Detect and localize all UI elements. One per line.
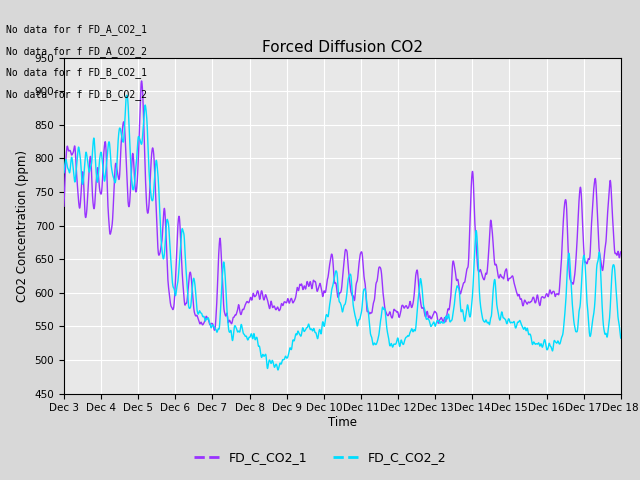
X-axis label: Time: Time bbox=[328, 416, 357, 429]
Text: No data for f FD_A_CO2_2: No data for f FD_A_CO2_2 bbox=[6, 46, 147, 57]
Y-axis label: CO2 Concentration (ppm): CO2 Concentration (ppm) bbox=[16, 150, 29, 301]
Text: No data for f FD_B_CO2_1: No data for f FD_B_CO2_1 bbox=[6, 67, 147, 78]
Text: No data for f FD_B_CO2_2: No data for f FD_B_CO2_2 bbox=[6, 89, 147, 100]
Text: No data for f FD_A_CO2_1: No data for f FD_A_CO2_1 bbox=[6, 24, 147, 35]
Title: Forced Diffusion CO2: Forced Diffusion CO2 bbox=[262, 40, 423, 55]
Legend: FD_C_CO2_1, FD_C_CO2_2: FD_C_CO2_1, FD_C_CO2_2 bbox=[189, 446, 451, 469]
